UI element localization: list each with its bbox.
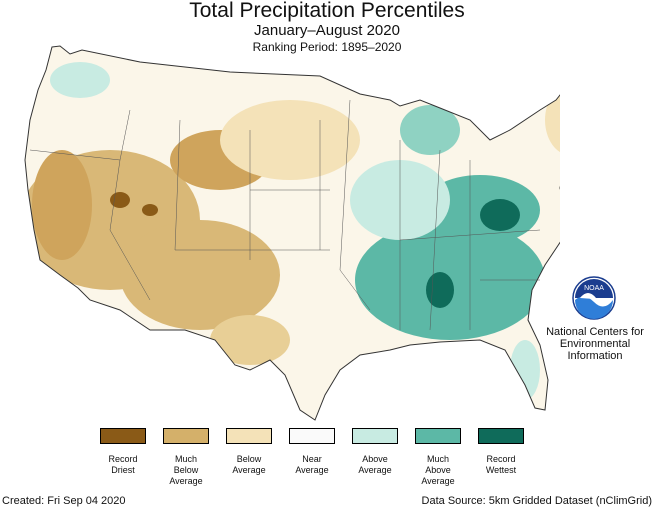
region-plains-below <box>220 100 360 180</box>
legend-swatch-near <box>289 428 335 444</box>
legend-label-near: Near Average <box>295 454 329 475</box>
map-title: Total Precipitation Percentiles <box>189 0 465 22</box>
map-subtitle: January–August 2020 <box>254 22 400 39</box>
region-florida-above <box>510 340 540 400</box>
region-northwest-wet <box>50 62 110 98</box>
region-appalachia-record-wet <box>480 199 520 231</box>
region-california-dry <box>32 150 92 260</box>
legend-swatch-record-driest <box>100 428 146 444</box>
data-source: Data Source: 5km Gridded Dataset (nClimG… <box>421 495 652 507</box>
legend-label-below: Below Average <box>232 454 266 475</box>
region-southwest-dry <box>120 220 280 330</box>
region-nevada-record-dry <box>110 192 130 208</box>
legend-label-above: Above Average <box>358 454 392 475</box>
ranking-period: Ranking Period: 1895–2020 <box>252 40 402 54</box>
legend: Record Driest Much Below Average Below A… <box>0 428 654 492</box>
organization-name: National Centers for Environmental Infor… <box>546 326 644 362</box>
legend-label-much-below: Much Below Average <box>169 454 203 486</box>
state-borders <box>29 99 541 331</box>
legend-label-record-wettest: Record Wettest <box>485 454 517 475</box>
legend-swatch-record-wettest <box>478 428 524 444</box>
created-date: Created: Fri Sep 04 2020 <box>2 495 126 507</box>
noaa-logo-icon: NOAA <box>572 276 616 320</box>
legend-label-record-driest: Record Driest <box>108 454 138 475</box>
legend-swatch-below <box>226 428 272 444</box>
region-texas-dry <box>210 315 290 365</box>
region-utah-record-dry <box>142 204 158 216</box>
legend-label-much-above: Much Above Average <box>421 454 455 486</box>
region-northeast-below <box>545 85 560 155</box>
us-precipitation-map <box>24 45 560 421</box>
legend-swatch-much-below <box>163 428 209 444</box>
us-outline <box>24 45 560 421</box>
logo-text: NOAA <box>584 285 604 292</box>
legend-swatch-above <box>352 428 398 444</box>
region-alabama-record-wet <box>426 272 454 308</box>
legend-swatch-much-above <box>415 428 461 444</box>
region-michigan-wet <box>400 105 460 155</box>
